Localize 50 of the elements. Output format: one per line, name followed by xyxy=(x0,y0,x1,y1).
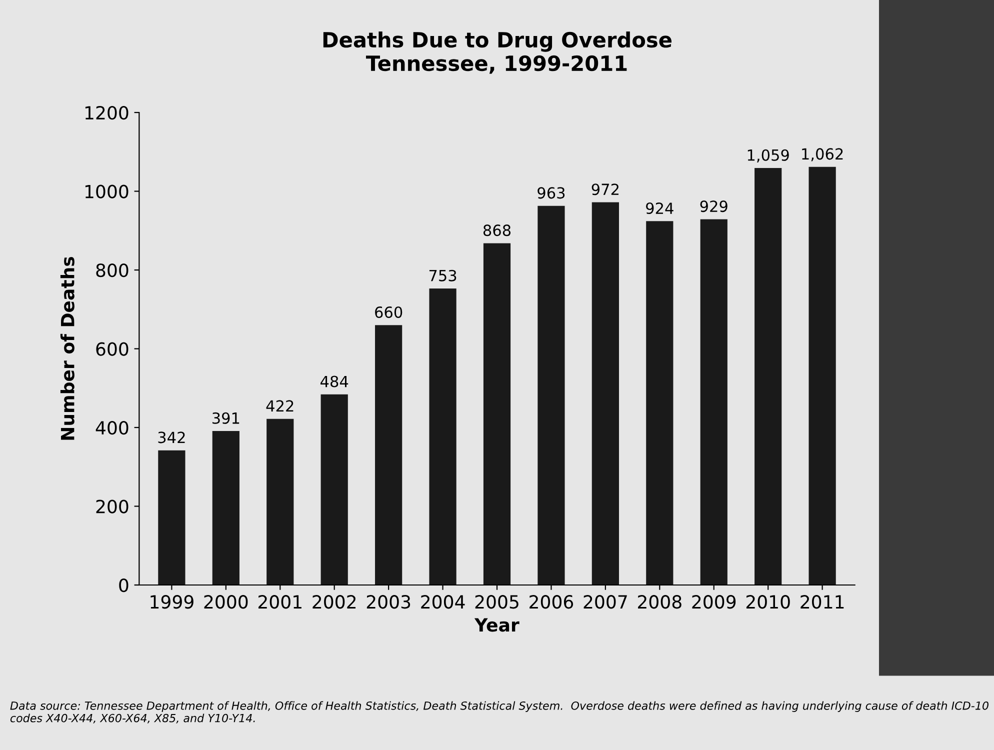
bar xyxy=(646,221,674,585)
data-label: 924 xyxy=(646,202,674,214)
data-label: 1,059 xyxy=(748,149,789,162)
data-label: 391 xyxy=(212,412,240,424)
data-label: 972 xyxy=(592,184,618,196)
data-label: 1,062 xyxy=(802,148,843,162)
x-tick-label: 2003 xyxy=(366,595,410,609)
bar xyxy=(808,166,836,585)
x-tick-label: 2006 xyxy=(530,595,574,609)
chart-title: Deaths Due to Drug Overdose Tennessee, 1999-2011 xyxy=(323,32,672,74)
data-label: 963 xyxy=(538,187,565,199)
y-tick-label: 400 xyxy=(96,420,128,435)
bar xyxy=(320,394,348,585)
x-tick-label: 2002 xyxy=(312,595,356,609)
bar xyxy=(592,202,619,585)
bar xyxy=(483,243,511,585)
bar xyxy=(538,206,565,585)
x-tick-label: 2010 xyxy=(746,595,790,609)
y-tick-label: 600 xyxy=(96,342,128,356)
data-label: 753 xyxy=(429,270,456,282)
y-tick-label: 800 xyxy=(96,263,128,278)
x-tick-label: 2009 xyxy=(692,595,736,609)
bar xyxy=(212,431,240,585)
y-tick-label: 1000 xyxy=(85,184,128,198)
source-note: Data source: Tennessee Department of Health, Office of Health Statistics, Death Statistical System. Overdose deaths were defined as having underlying cause of death ICD-10 codes X40-X44, X60-X64, X85, and Y10-Y14. xyxy=(10,701,988,724)
bar xyxy=(158,450,186,585)
data-label: 868 xyxy=(483,224,511,236)
x-axis-title: Year xyxy=(474,618,520,632)
x-tick-label: 2008 xyxy=(638,595,682,609)
data-label: 342 xyxy=(158,432,185,444)
x-tick-label: 2005 xyxy=(475,595,518,609)
bar xyxy=(754,168,782,585)
bar xyxy=(429,288,456,585)
y-tick-label: 1200 xyxy=(85,106,128,120)
x-tick-label: 2004 xyxy=(421,595,465,609)
data-label: 929 xyxy=(700,200,728,212)
x-tick-label: 2011 xyxy=(800,595,844,609)
y-tick-label: 0 xyxy=(119,578,128,592)
x-tick-label: 2000 xyxy=(204,595,248,609)
bar xyxy=(375,325,402,585)
data-label: 484 xyxy=(320,376,348,388)
x-tick-label: 1999 xyxy=(150,595,194,609)
y-axis-title: Number of Deaths xyxy=(60,256,74,440)
data-label: 422 xyxy=(266,400,294,412)
x-tick-label: 2001 xyxy=(258,595,302,609)
bar xyxy=(700,219,728,585)
data-label: 660 xyxy=(375,306,402,318)
x-tick-label: 2007 xyxy=(584,595,627,609)
y-tick-label: 200 xyxy=(96,500,128,514)
bar xyxy=(266,418,294,585)
